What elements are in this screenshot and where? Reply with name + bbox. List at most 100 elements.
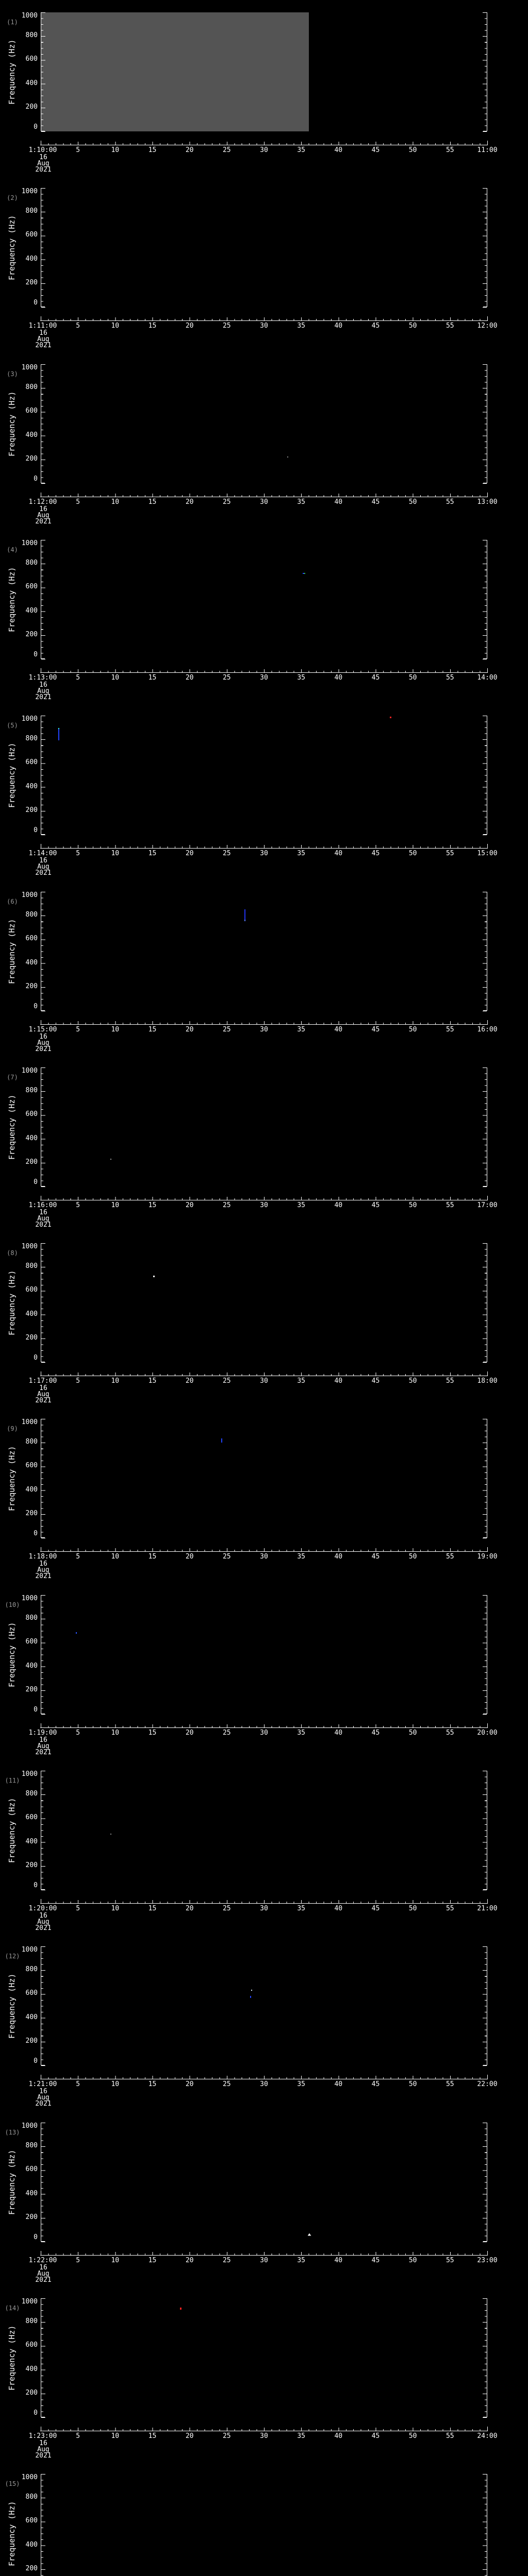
x-axis-major-ticks (41, 1900, 487, 1903)
x-start-time-label: 1:18:00 (28, 1553, 57, 1561)
right-y-axis-major-ticks (483, 1946, 487, 2066)
y-tick-label: 0 (34, 2233, 38, 2241)
event-markers (41, 12, 487, 131)
left-y-axis-major-ticks (41, 364, 45, 484)
x-minute-tick-label: 55 (446, 1377, 454, 1385)
x-minute-tick-label: 10 (111, 1201, 120, 1209)
x-axis (40, 316, 488, 321)
y-axis-title: Frequency (Hz) (7, 1094, 16, 1160)
event-markers (41, 540, 487, 659)
spectral-event (110, 1833, 111, 1835)
x-minute-tick-label: 40 (334, 2257, 343, 2264)
x-minute-tick-label: 25 (222, 2432, 231, 2440)
x-axis (40, 2250, 488, 2256)
x-minute-tick-label: 45 (371, 1729, 380, 1737)
x-start-time-label: 1:21:00 (28, 2080, 57, 2088)
x-minute-tick-label: 40 (334, 1026, 343, 1033)
event-markers (41, 188, 487, 307)
x-minute-tick-label: 25 (222, 1905, 231, 1912)
date-label-line: 2021 (35, 1749, 52, 1756)
x-minute-tick-label: 5 (76, 2432, 80, 2440)
x-minute-tick-label: 15 (148, 2432, 157, 2440)
y-tick-label: 0 (34, 1882, 38, 1889)
x-minute-tick-label: 5 (76, 1026, 80, 1033)
x-minute-tick-label: 55 (446, 146, 454, 154)
x-minute-tick-label: 55 (446, 674, 454, 682)
panel-number-label: (2) (7, 194, 18, 201)
x-axis-line (40, 1903, 488, 1904)
y-axis-end-cap (483, 188, 487, 189)
x-minute-tick-label: 25 (222, 322, 231, 330)
x-axis-major-ticks (41, 669, 487, 672)
y-axis-end-cap (483, 364, 487, 365)
x-minute-tick-label: 45 (371, 674, 380, 682)
y-axis-end-cap (41, 2241, 45, 2242)
date-label-line: 16 (39, 2439, 47, 2447)
date-label-line: 16 (39, 329, 47, 337)
y-tick-label: 200 (25, 1685, 38, 1693)
date-label-line: 2021 (35, 1045, 52, 1053)
y-tick-label: 0 (34, 1354, 38, 1362)
date-label-line: Aug (37, 160, 50, 167)
date-label-line: Aug (37, 2446, 50, 2453)
y-tick-label: 0 (34, 651, 38, 658)
x-minute-tick-label: 25 (222, 1377, 231, 1385)
date-label-line: 2021 (35, 2452, 52, 2460)
left-y-axis-major-ticks (41, 716, 45, 835)
panel-number-label: (5) (7, 722, 18, 729)
y-tick-label: 0 (34, 2409, 38, 2417)
x-minute-tick-label: 25 (222, 1201, 231, 1209)
y-axis-title: Frequency (Hz) (7, 391, 16, 456)
y-axis-end-cap (483, 12, 487, 13)
date-label-line: Aug (37, 2270, 50, 2278)
y-tick-label: 400 (25, 2540, 38, 2549)
plot-area (41, 540, 487, 659)
date-label-line: 2021 (35, 693, 52, 701)
date-label-line: 2021 (35, 2276, 52, 2284)
x-minute-tick-label: 10 (111, 1905, 120, 1912)
y-axis-title: Frequency (Hz) (7, 1622, 16, 1687)
y-axis-end-cap (41, 364, 45, 365)
x-minute-tick-label: 35 (297, 1201, 306, 1209)
x-minute-tick-label: 10 (111, 1553, 120, 1561)
x-minute-tick-label: 45 (371, 1026, 380, 1033)
y-axis-end-cap (483, 658, 487, 659)
x-end-time-label: 17:00 (477, 1201, 498, 1209)
x-minute-tick-label: 40 (334, 1553, 343, 1561)
date-label-line: 16 (39, 1209, 47, 1216)
x-minute-tick-label: 40 (334, 850, 343, 857)
date-label-line: 16 (39, 2264, 47, 2272)
x-axis (40, 1371, 488, 1376)
x-start-time-label: 1:20:00 (28, 1905, 57, 1912)
x-start-time-label: 1:17:00 (28, 1377, 57, 1385)
x-end-time-label: 18:00 (477, 1377, 498, 1385)
panel-number-label: (8) (7, 1249, 18, 1257)
y-tick-label: 800 (25, 383, 38, 392)
x-minute-tick-label: 30 (260, 1729, 268, 1737)
panel-number-label: (12) (5, 1953, 20, 1960)
x-end-time-label: 19:00 (477, 1553, 498, 1561)
x-minute-tick-label: 50 (408, 1905, 417, 1912)
x-minute-tick-label: 35 (297, 498, 306, 506)
y-axis-title: Frequency (Hz) (7, 2149, 16, 2215)
y-axis-title: Frequency (Hz) (7, 2325, 16, 2391)
plot-area (41, 2474, 487, 2576)
y-axis-title: Frequency (Hz) (7, 2501, 16, 2566)
spectral-event (307, 2233, 311, 2236)
x-minute-tick-label: 50 (408, 2080, 417, 2088)
y-tick-label: 600 (25, 2341, 38, 2349)
date-label-line: 16 (39, 1912, 47, 1920)
spectrogram-panel: (6) Frequency (Hz) 1000 800 600 400 200 0 1:1… (0, 892, 528, 1067)
spectrogram-panel: (3) Frequency (Hz) 1000 800 600 400 200 0 1:1… (0, 364, 528, 540)
y-tick-label: 400 (25, 606, 38, 615)
y-tick-label: 200 (25, 1158, 38, 1166)
x-minute-tick-label: 10 (111, 1729, 120, 1737)
x-axis-line (40, 672, 488, 673)
y-axis-end-cap (41, 1946, 45, 1947)
y-axis-end-cap (483, 1889, 487, 1890)
x-minute-tick-label: 10 (111, 674, 120, 682)
y-tick-label: 1000 (21, 1770, 38, 1778)
x-end-time-label: 24:00 (477, 2432, 498, 2440)
y-tick-label: 200 (25, 2037, 38, 2045)
x-axis-line (40, 2255, 488, 2256)
